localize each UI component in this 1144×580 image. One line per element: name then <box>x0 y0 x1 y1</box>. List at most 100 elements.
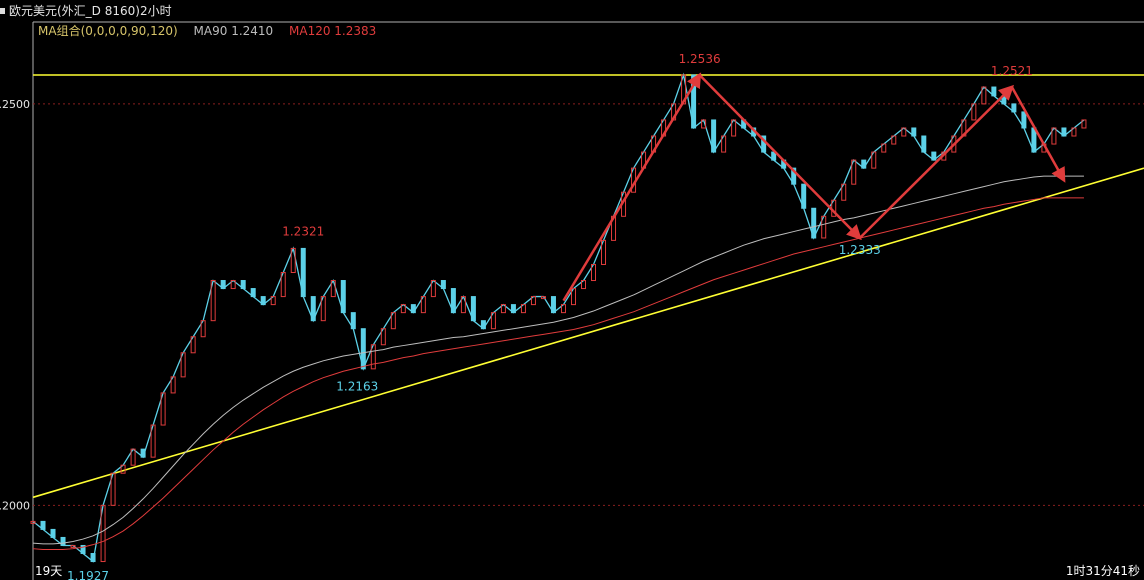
candle <box>130 448 136 466</box>
candle <box>1011 103 1017 113</box>
candle <box>971 103 977 121</box>
candle <box>500 304 506 314</box>
series-line-ma90 <box>32 175 1084 545</box>
candle <box>160 392 166 426</box>
ma-legend: MA组合(0,0,0,0,90,120) MA90 1.2410 MA120 1… <box>38 22 388 40</box>
candle <box>911 127 917 137</box>
candle <box>891 135 897 145</box>
candle <box>110 472 116 506</box>
candle <box>340 280 346 314</box>
candle <box>791 167 797 185</box>
swing-arrow <box>698 74 862 241</box>
candle <box>550 296 556 314</box>
price-annotation: 1.2521 <box>991 64 1033 78</box>
candle <box>811 207 817 239</box>
candle <box>30 520 36 524</box>
candle <box>570 288 576 306</box>
candle <box>70 544 76 548</box>
candle <box>761 135 767 153</box>
chart-window-icon <box>0 8 5 14</box>
candle <box>450 288 456 314</box>
ma120-label: MA120 1.2383 <box>289 24 377 38</box>
candle <box>420 296 426 314</box>
footer-bars-label: 19天 <box>35 564 62 578</box>
swing-arrow <box>562 72 702 302</box>
candle <box>1071 127 1077 137</box>
candle <box>1021 111 1027 129</box>
candle <box>510 304 516 314</box>
candle <box>320 296 326 322</box>
price-annotation: 1.1927 <box>67 569 109 580</box>
candle <box>801 183 807 209</box>
candle <box>400 304 406 314</box>
series-line-ma120 <box>32 197 1084 550</box>
candle <box>370 344 376 370</box>
candle <box>490 312 496 330</box>
candle <box>250 288 256 298</box>
candle <box>480 320 486 330</box>
candle <box>1061 127 1067 137</box>
candle <box>601 239 607 265</box>
price-annotation: 1.2163 <box>336 379 378 393</box>
candle <box>140 448 146 458</box>
candle <box>50 528 56 538</box>
candle <box>711 119 717 153</box>
trendline-uptrend-support <box>32 167 1144 499</box>
candle <box>540 296 546 300</box>
candle <box>851 159 857 185</box>
candle <box>270 296 276 306</box>
candle <box>90 553 96 563</box>
candle <box>430 280 436 298</box>
ma90-label: MA90 1.2410 <box>193 24 274 38</box>
candle <box>190 336 196 354</box>
y-tick-label: 1.2000 <box>0 499 30 512</box>
window-title: 欧元美元(外汇_D 8160)2小时 <box>9 4 172 18</box>
candle <box>520 304 526 314</box>
candle <box>180 352 186 378</box>
candle <box>200 320 206 338</box>
candle <box>220 280 226 290</box>
candle <box>290 247 296 273</box>
candle <box>300 247 306 298</box>
candle <box>100 504 106 563</box>
candle <box>230 280 236 290</box>
candle <box>821 215 827 239</box>
price-annotation: 1.2333 <box>839 243 881 257</box>
candle <box>721 135 727 153</box>
candle <box>861 159 867 169</box>
candle <box>991 86 997 97</box>
candle <box>120 464 126 474</box>
candle <box>731 119 737 137</box>
candle <box>460 296 466 314</box>
candle <box>440 280 446 290</box>
candle <box>240 280 246 290</box>
candle <box>150 424 156 458</box>
price-annotation: 1.2536 <box>679 52 721 66</box>
candle <box>841 183 847 201</box>
candle <box>530 296 536 306</box>
candle <box>560 304 566 314</box>
candle <box>871 151 877 169</box>
candle <box>1031 127 1037 153</box>
candle <box>591 263 597 282</box>
candle <box>901 127 907 137</box>
candle <box>921 135 927 153</box>
series-line-price <box>32 72 1085 563</box>
candle <box>380 328 386 346</box>
candle <box>1081 119 1087 129</box>
swing-arrow <box>1010 86 1066 183</box>
candle <box>410 304 416 314</box>
candle <box>80 544 86 555</box>
candle <box>310 296 316 322</box>
candle <box>260 296 266 306</box>
candle <box>931 151 937 161</box>
candle <box>40 520 46 530</box>
price-annotation: 1.2321 <box>282 225 324 239</box>
candle <box>1051 127 1057 145</box>
candle <box>360 328 366 370</box>
candle <box>881 143 887 153</box>
window-titlebar: 欧元美元(外汇_D 8160)2小时 <box>0 0 1144 22</box>
candle <box>170 376 176 394</box>
y-tick-label: 1.2500 <box>0 98 30 111</box>
